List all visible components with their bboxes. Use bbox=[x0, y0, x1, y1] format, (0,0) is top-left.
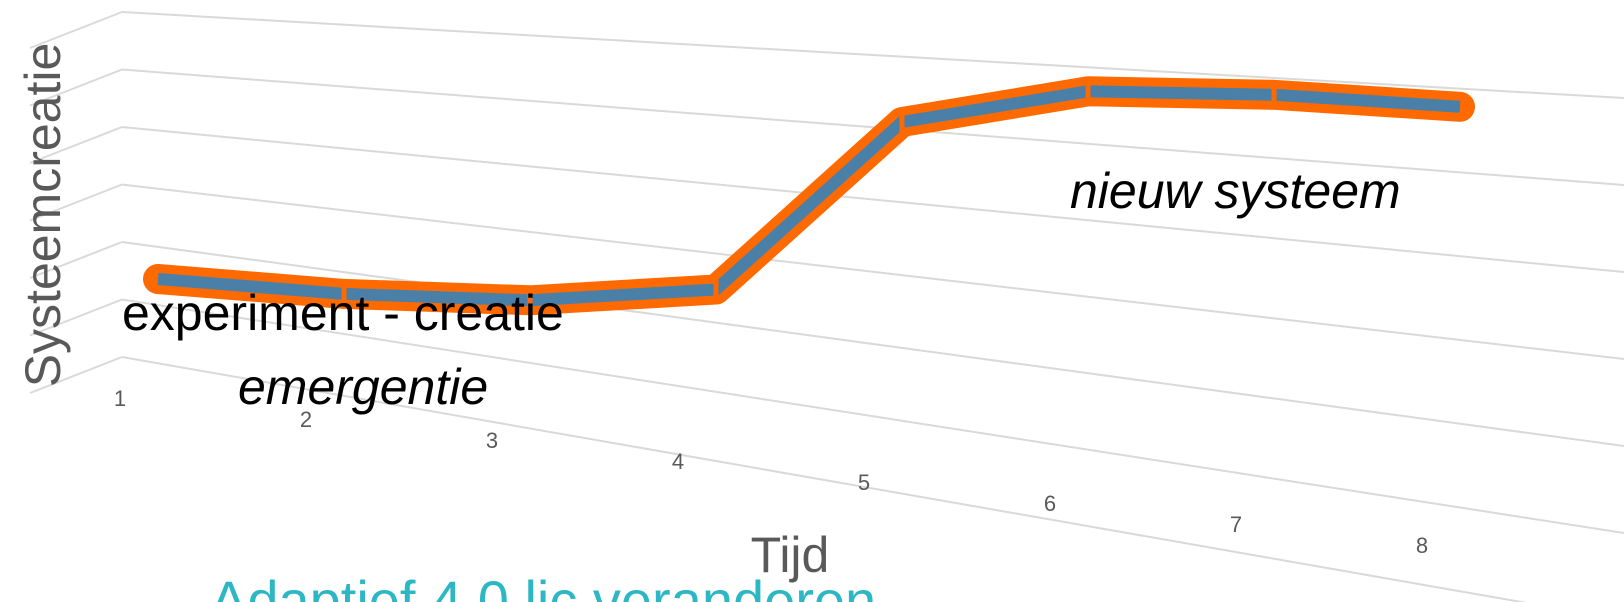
gridline bbox=[121, 241, 1624, 447]
series-line bbox=[143, 76, 1475, 316]
gridline-side bbox=[29, 298, 123, 337]
y-axis-title: Systeemcreatie bbox=[15, 43, 71, 388]
annotation-experiment: experiment - creatie bbox=[122, 285, 564, 341]
gridline bbox=[121, 356, 1527, 602]
annotation-emergentie: emergentie bbox=[238, 359, 488, 415]
gridline-side bbox=[29, 126, 123, 164]
gridline-side bbox=[29, 356, 123, 394]
footer-partial-text: Adaptief 4.0 lic veranderen bbox=[210, 569, 876, 602]
gridlines bbox=[29, 11, 1624, 602]
gridline-side bbox=[29, 183, 123, 222]
x-tick-label: 8 bbox=[1416, 533, 1428, 558]
gridline bbox=[121, 298, 1624, 534]
series-line-fill bbox=[157, 85, 1461, 307]
x-axis-ticks: 1 2 3 4 5 6 7 8 bbox=[114, 386, 1428, 558]
gridline-side bbox=[29, 241, 123, 279]
x-tick-label: 4 bbox=[672, 449, 684, 474]
x-tick-label: 3 bbox=[486, 428, 498, 453]
gridline bbox=[121, 68, 1624, 186]
x-tick-label: 7 bbox=[1230, 512, 1242, 537]
x-axis-title: Tijd bbox=[751, 527, 830, 583]
x-tick-label: 5 bbox=[858, 470, 870, 495]
annotation-nieuw-systeem: nieuw systeem bbox=[1070, 163, 1401, 219]
gridline bbox=[121, 183, 1624, 360]
x-tick-label: 1 bbox=[114, 386, 126, 411]
x-tick-label: 2 bbox=[300, 407, 312, 432]
x-tick-label: 6 bbox=[1044, 491, 1056, 516]
gridline bbox=[121, 11, 1624, 99]
gridline-side bbox=[29, 11, 123, 49]
gridline bbox=[121, 126, 1624, 273]
gridline-side bbox=[29, 68, 123, 107]
